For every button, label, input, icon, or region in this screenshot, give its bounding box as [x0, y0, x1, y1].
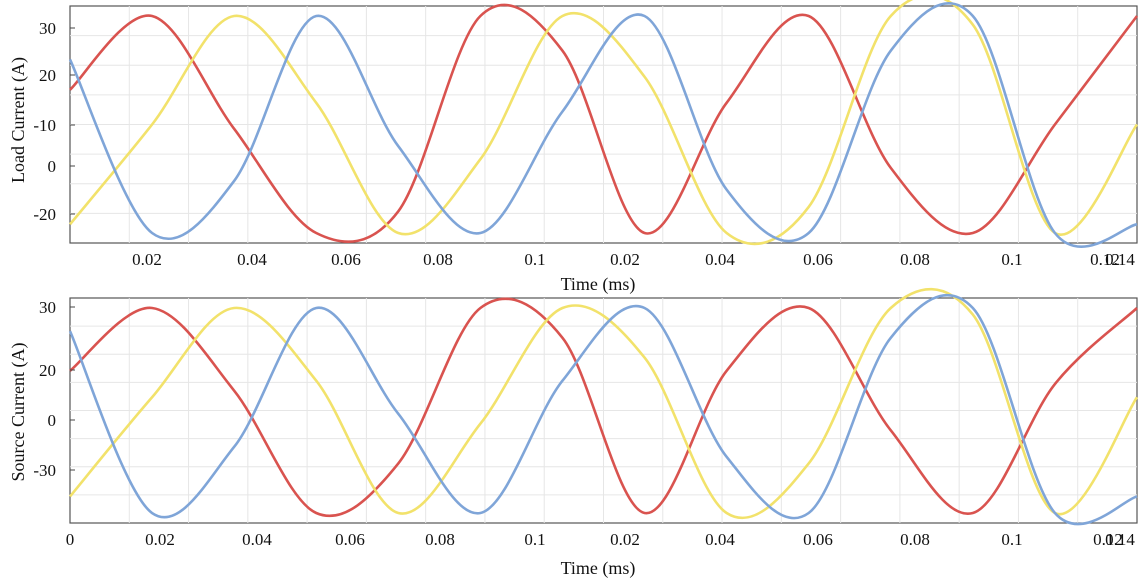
x-tick-labels: 0 0.02 0.04 0.06 0.08 0.1 0.02 0.04 0.06 0.08 0.1 0…	[66, 530, 1136, 549]
x-tick-label: 0.12	[1090, 250, 1120, 269]
x-tick-label: 0.14	[1105, 530, 1135, 549]
series-line	[68, 0, 1139, 246]
y-tick-label: -10	[33, 116, 56, 135]
y-tick-label: 30	[39, 19, 56, 38]
x-tick-label: 0.04	[242, 530, 272, 549]
series-lines	[68, 0, 1139, 248]
x-axis-title: Time (ms)	[561, 274, 636, 295]
x-tick-label: 0.1	[1001, 530, 1022, 549]
x-tick-label: 0.08	[423, 250, 453, 269]
x-tick-label: 0.02	[610, 250, 640, 269]
y-tick-label: 30	[39, 298, 56, 317]
y-tick-labels: 30 20 -10 0 -20	[33, 19, 75, 224]
y-tick-label: 20	[39, 66, 56, 85]
y-tick-label: 0	[48, 411, 57, 430]
x-tick-label: 0	[66, 530, 75, 549]
y-tick-label: -20	[33, 205, 56, 224]
x-tick-label: 0.06	[335, 530, 365, 549]
x-tick-label: 0.1	[1001, 250, 1022, 269]
x-tick-label: 0.04	[705, 250, 735, 269]
x-tick-label: 0.08	[425, 530, 455, 549]
series-line	[68, 287, 1139, 520]
series-line	[69, 3, 1139, 243]
x-tick-label: 0.06	[331, 250, 361, 269]
series-line	[69, 297, 1138, 518]
y-tick-label: 20	[39, 361, 56, 380]
y-axis-title: Load Current (A)	[8, 57, 29, 183]
x-tick-label: 0.12	[1093, 530, 1123, 549]
series-lines	[68, 287, 1139, 526]
x-tick-label: 0.08	[900, 250, 930, 269]
x-tick-label: 0.06	[803, 250, 833, 269]
x-tick-label: 0.04	[237, 250, 267, 269]
x-axis-title: Time (ms)	[561, 558, 636, 579]
x-tick-label: 0.08	[900, 530, 930, 549]
y-axis-title: Source Current (A)	[8, 343, 29, 482]
x-tick-label: 0.02	[145, 530, 175, 549]
x-tick-label: 0.1	[524, 250, 545, 269]
x-tick-label: 0.14	[1105, 250, 1135, 269]
series-line	[68, 293, 1138, 526]
x-tick-label: 0.02	[132, 250, 162, 269]
x-tick-label: 0.02	[610, 530, 640, 549]
x-tick-label: 0.04	[705, 530, 735, 549]
y-tick-label: -30	[33, 461, 56, 480]
y-tick-labels: 30 20 0 -30	[33, 298, 75, 480]
x-tick-label: 0.1	[524, 530, 545, 549]
y-tick-label: 0	[48, 157, 57, 176]
source-current-chart: 30 20 0 -30 0 0.02 0.04 0.06 0.08 0.1 0.02 0.04 0.0…	[8, 287, 1139, 579]
series-line	[68, 2, 1138, 248]
x-tick-label: 0.06	[803, 530, 833, 549]
x-tick-labels: 0.02 0.04 0.06 0.08 0.1 0.02 0.04 0.06 0.08 0.1 0.…	[132, 250, 1135, 269]
